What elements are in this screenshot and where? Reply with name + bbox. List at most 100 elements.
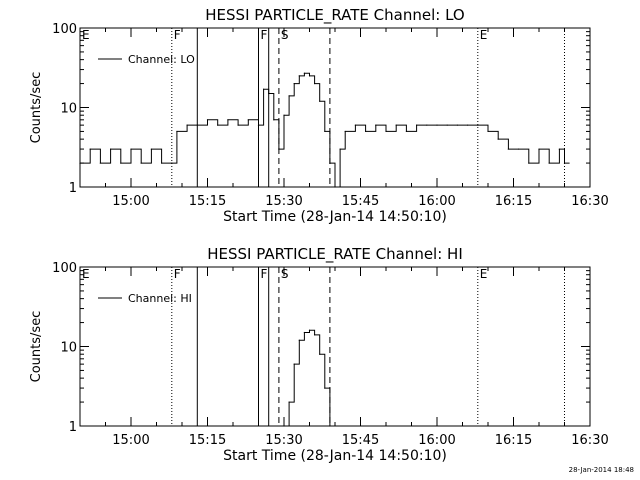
chart-title: HESSI PARTICLE_RATE Channel: LO [205,6,464,25]
data-point [110,148,112,150]
x-tick-label: 15:45 [342,433,379,448]
x-tick-label: 15:00 [112,194,149,209]
data-point [487,130,489,133]
data-point [303,331,305,334]
data-point [339,148,341,150]
data-point [329,425,331,427]
data-point [507,148,509,150]
data-point [548,162,550,164]
data-point [176,130,178,133]
x-tick-label: 15:30 [265,194,302,209]
marker-label: E [480,267,488,281]
data-point [314,82,316,85]
x-tick-label: 16:00 [418,433,455,448]
data-point [308,329,311,331]
marker-label: E [82,267,90,281]
data-point [308,75,311,77]
data-point [354,124,356,126]
data-point [278,148,280,150]
marker-label: E [82,28,90,42]
data-point [344,130,346,133]
data-point [196,124,198,126]
data-point [467,124,469,126]
data-point [283,114,285,116]
data-point [171,162,173,164]
data-point [298,75,300,77]
y-tick-label: 100 [52,22,77,37]
data-point [385,130,387,133]
data-point [288,95,290,97]
y-axis-label: Counts/sec [29,72,44,144]
x-tick-label: 16:30 [571,194,608,209]
marker-label: F [261,28,268,42]
x-tick-label: 15:15 [189,433,226,448]
data-point [273,119,275,121]
data-point [365,130,367,133]
x-tick-label: 16:30 [571,433,608,448]
marker-label: F [174,267,181,281]
data-point [324,387,326,389]
plot-frame [79,266,591,427]
data-point [293,82,295,85]
series-line [284,329,335,427]
data-point [257,124,260,126]
data-point [324,130,326,133]
data-point [518,148,520,150]
y-tick-label: 10 [60,341,77,356]
data-point [140,162,142,164]
data-point [99,162,101,164]
legend-label: Channel: LO [128,53,195,66]
data-point [227,119,229,121]
data-point [186,124,188,126]
data-point [89,148,91,150]
data-point [237,124,239,126]
y-axis-label: Counts/sec [29,311,44,383]
legend-label: Channel: HI [128,292,192,305]
x-tick-label: 15:30 [265,433,302,448]
data-point [563,162,566,164]
data-point [538,148,540,150]
data-point [206,119,209,121]
marker-label: F [174,28,181,42]
data-point [446,124,448,126]
y-tick-label: 1 [69,181,77,196]
data-point [436,124,438,126]
data-point [558,148,561,150]
data-point [416,124,418,126]
data-point [120,162,122,164]
x-tick-label: 16:00 [418,194,455,209]
data-point [319,100,321,102]
data-point [79,162,81,164]
x-tick-label: 16:15 [495,433,532,448]
marker-label: E [480,28,488,42]
data-point [528,162,530,164]
x-tick-label: 15:15 [189,194,226,209]
data-point [395,124,397,126]
data-point [298,339,300,341]
data-point [263,88,265,90]
x-axis-label: Start Time (28-Jan-14 14:50:10) [223,209,447,225]
series-line [80,72,570,188]
data-point [130,148,132,150]
data-point [303,72,305,74]
data-point [334,186,336,188]
data-point [283,425,285,427]
x-tick-label: 15:00 [112,433,149,448]
marker-label: S [281,267,289,281]
marker-label: F [261,267,268,281]
data-point [150,148,152,150]
data-point [456,124,458,126]
y-tick-label: 1 [69,420,77,435]
data-point [288,401,290,403]
footer-timestamp: 28-Jan-2014 18:48 [568,466,634,474]
data-point [268,92,270,95]
data-point [375,124,377,126]
data-point [314,334,316,336]
y-tick-label: 10 [60,102,77,117]
x-axis-label: Start Time (28-Jan-14 14:50:10) [223,448,447,464]
data-point [247,119,249,121]
data-point [161,162,163,164]
data-point [293,363,295,365]
data-point [329,162,331,164]
